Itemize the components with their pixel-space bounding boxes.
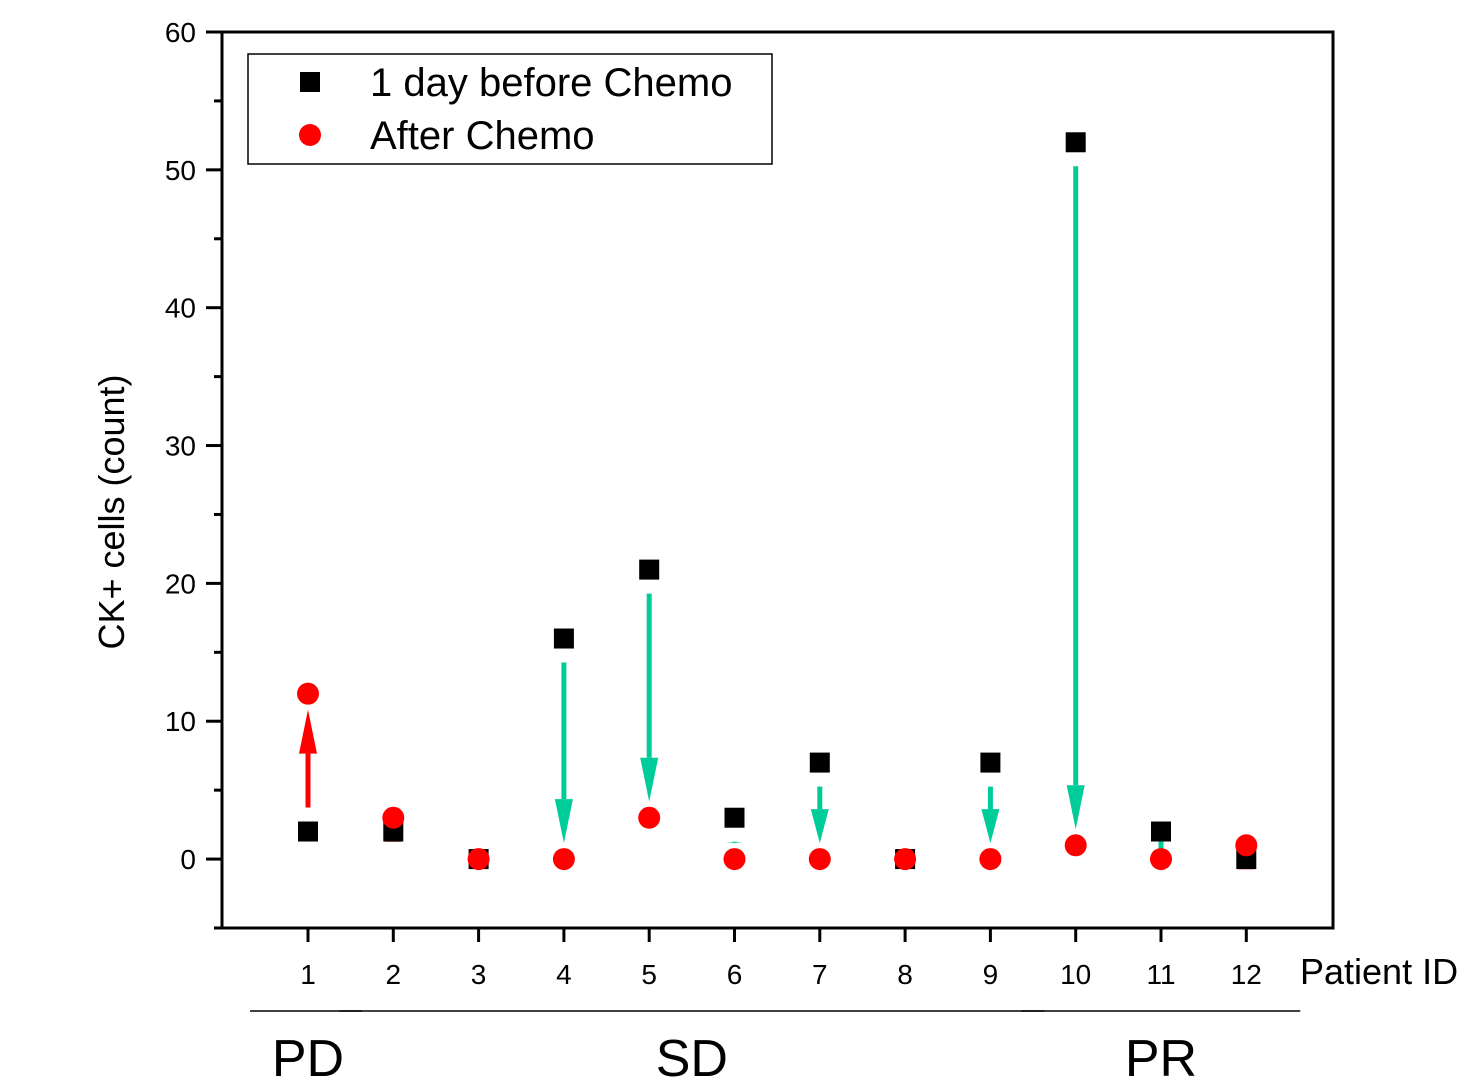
- change-arrowhead: [725, 842, 744, 844]
- change-arrowhead: [299, 709, 317, 754]
- after-chemo-point: [382, 806, 405, 829]
- legend-box: [247, 53, 773, 165]
- data-points: [297, 132, 1258, 871]
- x-tick-label: 1: [300, 959, 316, 990]
- group-label: PD: [272, 1030, 344, 1088]
- before-chemo-point: [809, 752, 830, 773]
- before-chemo-point: [1151, 821, 1171, 842]
- before-chemo-point: [724, 807, 745, 828]
- before-chemo-point: [639, 559, 660, 580]
- group-label: SD: [656, 1030, 728, 1088]
- y-tick-label: 60: [165, 17, 196, 48]
- change-arrowhead: [810, 809, 829, 844]
- y-tick-label: 20: [165, 568, 196, 599]
- x-tick-label: 7: [812, 959, 828, 990]
- y-tick-label: 50: [165, 155, 196, 186]
- before-chemo-point: [980, 752, 1001, 773]
- y-tick-label: 40: [165, 293, 196, 324]
- group-label: PR: [1125, 1030, 1197, 1088]
- before-chemo-point: [1065, 132, 1086, 153]
- legend-square-marker: [300, 72, 320, 92]
- before-chemo-point: [298, 821, 318, 842]
- x-axis-title: Patient ID: [1300, 951, 1458, 992]
- x-tick-label: 11: [1146, 959, 1175, 990]
- after-chemo-point: [467, 848, 490, 871]
- x-tick-label: 6: [727, 959, 743, 990]
- legend-label-after: After Chemo: [370, 114, 595, 158]
- after-chemo-point: [552, 848, 575, 871]
- x-tick-label: 5: [641, 959, 657, 990]
- x-tick-label: 4: [556, 959, 572, 990]
- change-arrows: [299, 166, 1255, 870]
- change-arrowhead: [554, 799, 573, 844]
- y-tick-label: 30: [165, 431, 196, 462]
- after-chemo-point: [979, 848, 1002, 871]
- after-chemo-point: [894, 848, 917, 871]
- legend: 1 day before Chemo After Chemo: [247, 53, 773, 165]
- after-chemo-point: [723, 848, 746, 871]
- after-chemo-point: [1235, 834, 1258, 857]
- x-tick-label: 10: [1060, 959, 1091, 990]
- x-tick-label: 12: [1231, 959, 1262, 990]
- before-chemo-point: [553, 628, 574, 649]
- x-tick-label: 8: [897, 959, 913, 990]
- legend-circle-marker: [299, 124, 321, 146]
- after-chemo-point: [808, 848, 831, 871]
- response-groups: PD SD PR: [250, 1010, 1301, 1088]
- x-tick-label: 2: [386, 959, 402, 990]
- change-arrowhead: [981, 809, 1000, 844]
- x-tick-label: 9: [983, 959, 999, 990]
- change-arrowhead: [1066, 785, 1085, 830]
- after-chemo-point: [297, 682, 319, 705]
- after-chemo-point: [1064, 834, 1087, 857]
- after-chemo-point: [1150, 848, 1172, 871]
- legend-label-before: 1 day before Chemo: [370, 61, 732, 105]
- after-chemo-point: [638, 806, 661, 829]
- y-tick-label: 0: [180, 844, 196, 875]
- y-tick-label: 10: [165, 706, 196, 737]
- x-tick-label: 3: [471, 959, 487, 990]
- y-axis-title: CK+ cells (count): [91, 374, 132, 649]
- plot-frame: [220, 30, 1335, 930]
- change-arrowhead: [640, 757, 659, 802]
